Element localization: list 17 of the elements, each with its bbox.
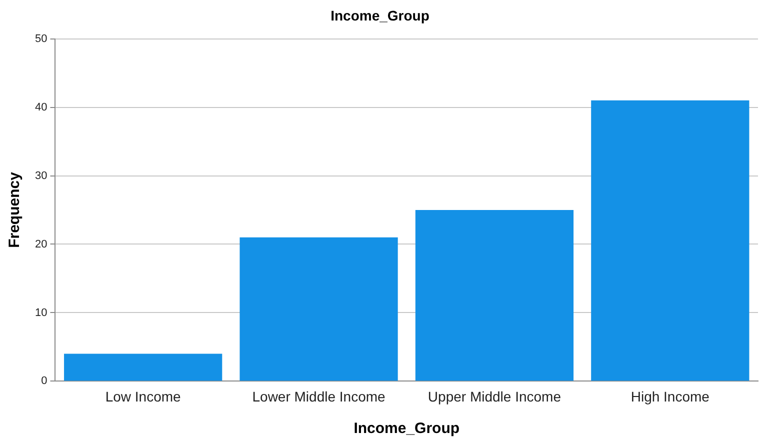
y-tick-label: 20: [34, 238, 48, 250]
x-tick-label: Upper Middle Income: [428, 388, 562, 404]
bar: [591, 100, 750, 381]
bar: [415, 210, 574, 381]
y-tick-label: 30: [34, 170, 48, 182]
x-tick-label: Lower Middle Income: [252, 388, 386, 404]
bar: [64, 354, 222, 381]
x-tick-label: High Income: [630, 388, 710, 404]
y-axis-title: Frequency: [6, 171, 24, 248]
bar: [240, 237, 398, 381]
x-tick-label: Low Income: [105, 388, 182, 404]
y-tick-label: 0: [41, 375, 48, 388]
y-tick-label: 50: [34, 32, 48, 45]
chart-title: Income_Group: [330, 7, 430, 24]
x-axis-title: Income_Group: [354, 420, 460, 438]
y-tick-label: 10: [34, 306, 48, 319]
y-tick-label: 40: [34, 101, 48, 114]
